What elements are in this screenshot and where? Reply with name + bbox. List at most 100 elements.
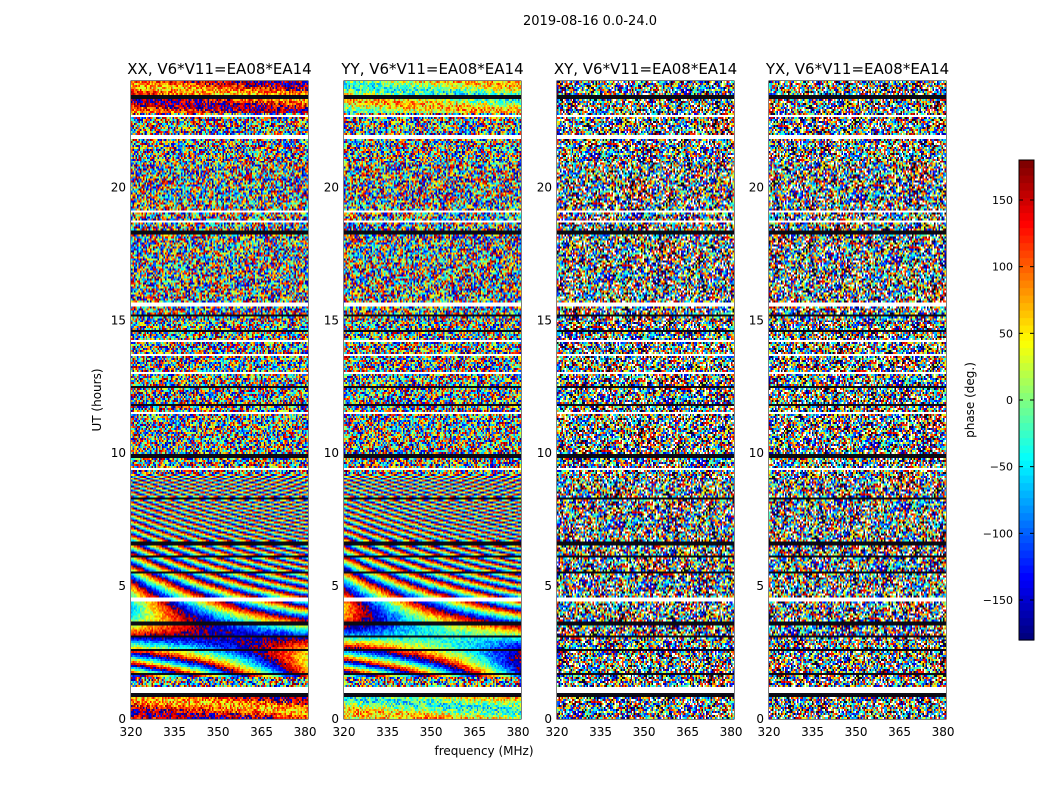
y-tick-label: 10 — [111, 446, 126, 460]
x-tick-label: 365 — [463, 725, 486, 739]
colorbar-segment — [1019, 587, 1034, 596]
heatmap-image-2 — [557, 81, 734, 719]
x-tick-label: 335 — [801, 725, 824, 739]
x-tick-label: 320 — [546, 725, 569, 739]
y-axis-label: UT (hours) — [90, 368, 104, 431]
panel-title: YY, V6*V11=EA08*EA14 — [340, 60, 523, 78]
panel-0: XX, V6*V11=EA08*EA14 320 335 350 365 380 0 5 10 1… — [90, 60, 317, 739]
x-tick-label: 380 — [932, 725, 955, 739]
x-tick-label: 335 — [376, 725, 399, 739]
colorbar-tick-label: −100 — [983, 527, 1013, 540]
y-tick-label: 10 — [324, 446, 339, 460]
y-tick-label: 10 — [537, 446, 552, 460]
y-tick-label: 5 — [118, 579, 126, 593]
y-tick-label: 5 — [544, 579, 552, 593]
colorbar-segment — [1019, 400, 1034, 409]
panel-title: YX, V6*V11=EA08*EA14 — [765, 60, 949, 78]
colorbar-segment — [1019, 505, 1034, 514]
x-tick-label: 320 — [333, 725, 356, 739]
colorbar-segment — [1019, 287, 1034, 296]
colorbar-segment — [1019, 610, 1034, 619]
colorbar-segment — [1019, 302, 1034, 311]
heatmap-image-3 — [769, 81, 946, 719]
colorbar-segment — [1019, 160, 1034, 169]
colorbar-segment — [1019, 452, 1034, 461]
x-tick-label: 350 — [633, 725, 656, 739]
colorbar-segment — [1019, 467, 1034, 476]
colorbar-segment — [1019, 602, 1034, 611]
x-tick-label: 365 — [676, 725, 699, 739]
colorbar-tick-label: 100 — [992, 261, 1013, 274]
colorbar-segment — [1019, 310, 1034, 319]
panel-3: YX, V6*V11=EA08*EA14 320 335 350 365 380 0 5 10 1… — [749, 60, 955, 739]
colorbar-tick-label: 0 — [1006, 394, 1013, 407]
y-tick-label: 0 — [118, 712, 126, 726]
colorbar-segment — [1019, 430, 1034, 439]
colorbar-tick-label: −150 — [983, 594, 1013, 607]
x-tick-label: 380 — [507, 725, 530, 739]
colorbar-segment — [1019, 272, 1034, 281]
colorbar-segment — [1019, 325, 1034, 334]
heatmap-image-0 — [131, 81, 308, 719]
colorbar-segment — [1019, 175, 1034, 184]
colorbar-segment — [1019, 580, 1034, 589]
colorbar-segment — [1019, 542, 1034, 551]
colorbar-segment — [1019, 535, 1034, 544]
x-tick-label: 350 — [207, 725, 230, 739]
x-tick-label: 350 — [845, 725, 868, 739]
y-tick-label: 15 — [749, 313, 764, 327]
colorbar-segment — [1019, 422, 1034, 431]
y-tick-label: 5 — [756, 579, 764, 593]
colorbar-segment — [1019, 250, 1034, 259]
panel-2: XY, V6*V11=EA08*EA14 320 335 350 365 380 0 5 10 1… — [537, 60, 743, 739]
colorbar-segment — [1019, 565, 1034, 574]
panel-title: XX, V6*V11=EA08*EA14 — [127, 60, 311, 78]
colorbar-tick-label: 150 — [992, 194, 1013, 207]
x-tick-label: 335 — [589, 725, 612, 739]
colorbar-segment — [1019, 242, 1034, 251]
x-axis-label: frequency (MHz) — [434, 744, 533, 758]
colorbar-segment — [1019, 415, 1034, 424]
colorbar-segment — [1019, 625, 1034, 634]
colorbar-segment — [1019, 182, 1034, 191]
y-tick-label: 0 — [544, 712, 552, 726]
colorbar-segment — [1019, 437, 1034, 446]
y-tick-label: 0 — [756, 712, 764, 726]
colorbar-segment — [1019, 235, 1034, 244]
colorbar-segment — [1019, 557, 1034, 566]
colorbar-segment — [1019, 550, 1034, 559]
colorbar-segment — [1019, 385, 1034, 394]
colorbar-segment — [1019, 475, 1034, 484]
x-tick-label: 335 — [163, 725, 186, 739]
colorbar-segment — [1019, 340, 1034, 349]
colorbar-segment — [1019, 407, 1034, 416]
colorbar-segment — [1019, 392, 1034, 401]
y-tick-label: 15 — [324, 313, 339, 327]
y-tick-label: 15 — [111, 313, 126, 327]
colorbar-segment — [1019, 197, 1034, 206]
colorbar-segment — [1019, 227, 1034, 236]
colorbar-segment — [1019, 520, 1034, 529]
colorbar-segment — [1019, 347, 1034, 356]
colorbar-segment — [1019, 167, 1034, 176]
colorbar-segment — [1019, 497, 1034, 506]
colorbar-segment — [1019, 362, 1034, 371]
panel-title: XY, V6*V11=EA08*EA14 — [554, 60, 737, 78]
colorbar-segment — [1019, 257, 1034, 266]
colorbar-segment — [1019, 632, 1034, 641]
y-tick-label: 20 — [537, 180, 552, 194]
colorbar-segment — [1019, 377, 1034, 386]
y-tick-label: 5 — [331, 579, 339, 593]
y-tick-label: 0 — [331, 712, 339, 726]
colorbar-segment — [1019, 482, 1034, 491]
x-tick-label: 380 — [720, 725, 743, 739]
colorbar-segment — [1019, 617, 1034, 626]
colorbar-segment — [1019, 572, 1034, 581]
y-tick-label: 20 — [749, 180, 764, 194]
x-tick-label: 380 — [294, 725, 317, 739]
colorbar-segment — [1019, 332, 1034, 341]
colorbar-segment — [1019, 370, 1034, 379]
x-tick-label: 350 — [420, 725, 443, 739]
